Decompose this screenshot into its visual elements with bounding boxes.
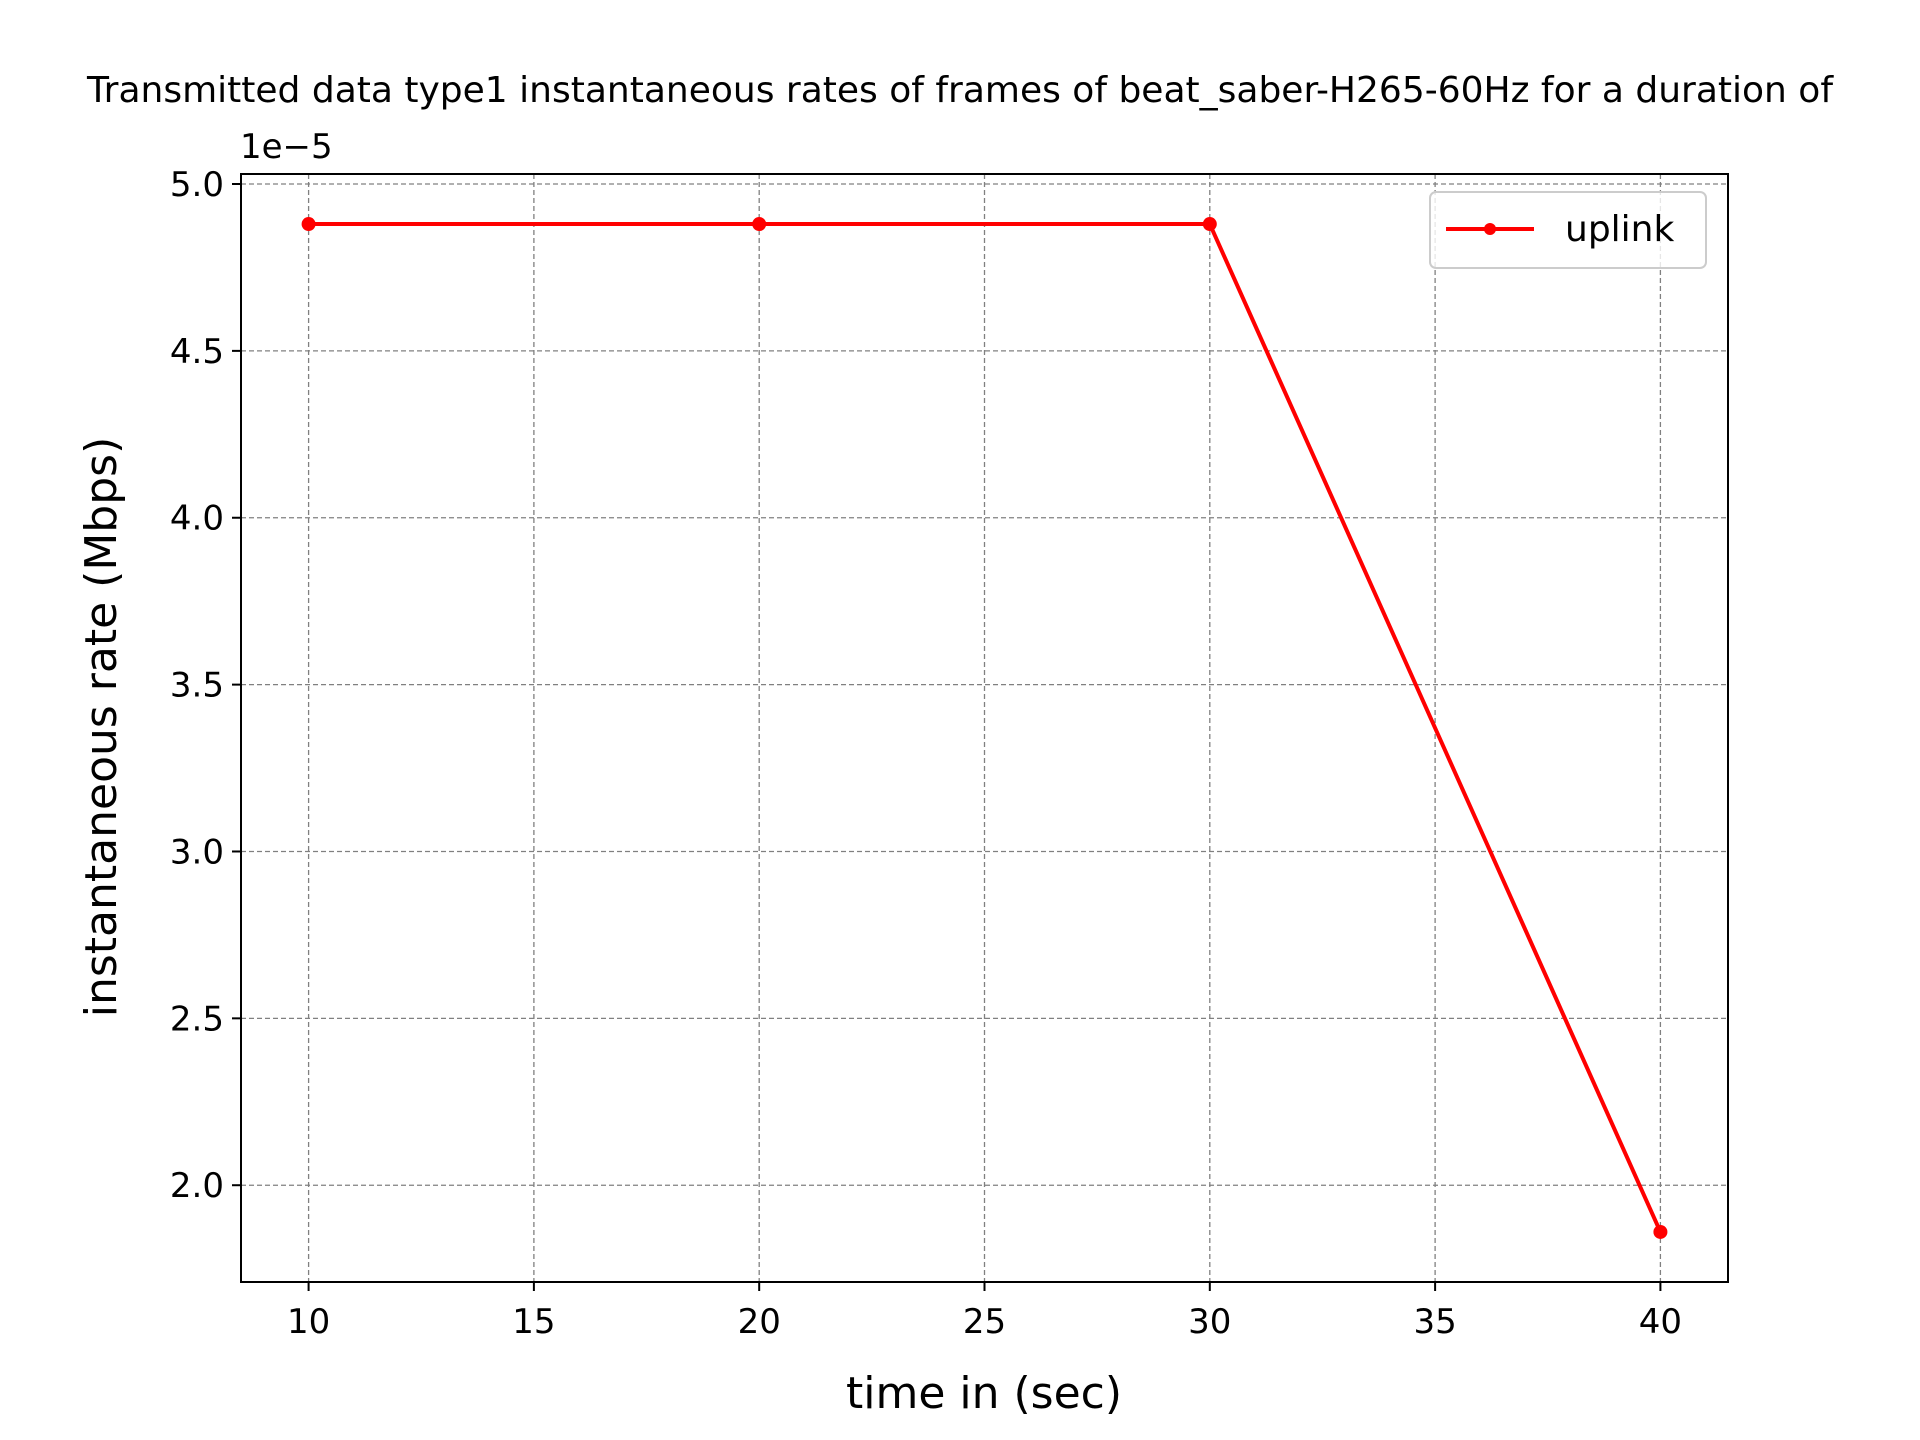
data-point-uplink bbox=[1202, 217, 1217, 232]
y-tick-label: 2.0 bbox=[170, 1166, 224, 1206]
legend-box bbox=[1429, 191, 1707, 269]
legend: uplink bbox=[1429, 191, 1707, 269]
y-axis-title: instantaneous rate (Mbps) bbox=[76, 437, 127, 1017]
series-line-uplink bbox=[308, 222, 1663, 1233]
legend-label-uplink: uplink bbox=[1565, 209, 1674, 250]
legend-swatch-marker bbox=[1484, 223, 1496, 235]
series-layer bbox=[301, 217, 1668, 1239]
y-axis-ticks: 2.0 2.5 3.0 3.5 4.0 4.5 5.0 bbox=[170, 165, 241, 1206]
x-tick-label: 20 bbox=[738, 1302, 781, 1342]
x-axis-ticks: 10 15 20 25 30 35 40 bbox=[287, 1282, 1682, 1342]
y-axis-offset-label: 1e−5 bbox=[240, 127, 333, 167]
x-tick-label: 40 bbox=[1639, 1302, 1682, 1342]
y-tick-label: 3.0 bbox=[170, 832, 224, 872]
data-point-uplink bbox=[1653, 1224, 1668, 1239]
x-tick-label: 10 bbox=[287, 1302, 330, 1342]
y-tick-label: 3.5 bbox=[170, 666, 224, 706]
x-tick-label: 35 bbox=[1413, 1302, 1456, 1342]
y-tick-label: 4.5 bbox=[170, 332, 224, 372]
x-tick-label: 30 bbox=[1188, 1302, 1231, 1342]
data-point-uplink bbox=[752, 217, 767, 232]
y-tick-label: 4.0 bbox=[170, 499, 224, 539]
x-tick-label: 25 bbox=[963, 1302, 1006, 1342]
y-tick-label: 5.0 bbox=[170, 165, 224, 205]
x-axis-title: time in (sec) bbox=[846, 1368, 1122, 1419]
chart-title: Transmitted data type1 instantaneous rat… bbox=[86, 70, 1834, 111]
y-tick-label: 2.5 bbox=[170, 999, 224, 1039]
data-point-uplink bbox=[301, 217, 316, 232]
x-tick-label: 15 bbox=[512, 1302, 555, 1342]
